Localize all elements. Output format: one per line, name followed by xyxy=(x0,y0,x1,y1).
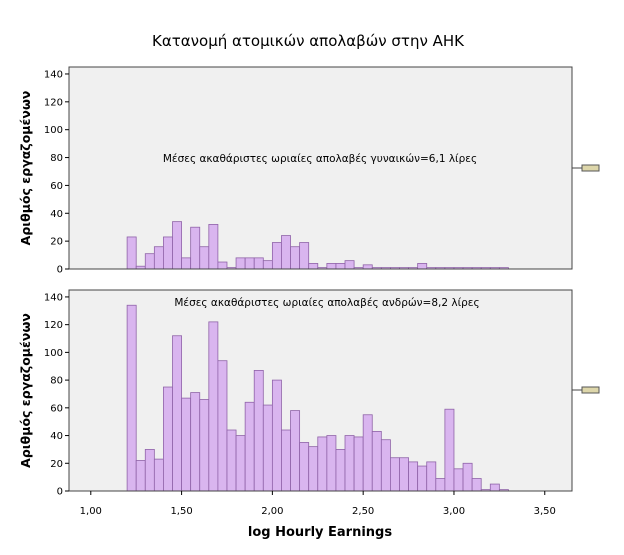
histogram-bar xyxy=(308,446,319,492)
panel-background xyxy=(69,67,572,269)
histogram-bar xyxy=(244,401,255,492)
y-tick-label: 120 xyxy=(44,97,63,108)
histogram-bar xyxy=(362,414,373,492)
histogram-bar xyxy=(135,460,146,492)
histogram-bar xyxy=(181,257,192,270)
y-tick-label: 80 xyxy=(50,376,63,387)
histogram-bar xyxy=(344,260,355,270)
mean-earnings-annotation: Μέσες ακαθάριστες ωριαίες απολαβές ανδρώ… xyxy=(174,297,479,309)
x-tick-label: 3,00 xyxy=(443,506,465,517)
histogram-bar xyxy=(226,429,237,492)
y-tick-label: 140 xyxy=(44,69,63,80)
histogram-bar xyxy=(335,263,346,270)
histogram-bar xyxy=(426,461,437,492)
panel-marker-tab xyxy=(581,386,600,394)
histogram-bar xyxy=(435,478,446,492)
histogram-bar xyxy=(271,379,282,492)
histogram-bar xyxy=(408,461,419,492)
histogram-bar xyxy=(217,261,228,270)
histogram-bar xyxy=(153,458,164,492)
histogram-bar xyxy=(399,457,409,492)
x-tick-label: 1,50 xyxy=(170,506,192,517)
histogram-bar xyxy=(253,369,264,492)
histogram-bar xyxy=(281,235,291,270)
histogram-bar xyxy=(471,478,482,492)
histogram-bar xyxy=(453,468,464,492)
histogram-bar xyxy=(380,439,391,492)
histogram-bar xyxy=(290,410,301,492)
y-tick-label: 100 xyxy=(44,348,63,359)
y-tick-label: 20 xyxy=(50,237,63,248)
histogram-bar xyxy=(299,242,310,270)
histogram-bar xyxy=(199,246,210,270)
histogram-bar xyxy=(417,465,428,492)
chart-title: Κατανομή ατομικών απολαβών στην ΑΗΚ xyxy=(152,32,465,50)
histogram-bar xyxy=(362,264,373,270)
y-tick-label: 60 xyxy=(50,181,63,192)
histogram-bar xyxy=(281,429,291,492)
y-tick-label: 100 xyxy=(44,125,63,136)
histogram-bar xyxy=(253,257,264,270)
histogram-bar xyxy=(235,435,246,492)
histogram-bar xyxy=(390,457,400,492)
histogram-bar xyxy=(444,408,455,492)
histogram-bar xyxy=(144,253,155,270)
y-axis-label: Αριθμός εργαζομένων xyxy=(18,91,33,246)
histogram-bar xyxy=(271,242,282,270)
histogram-bar xyxy=(126,236,137,270)
histogram-bar xyxy=(163,386,173,492)
y-tick-label: 60 xyxy=(50,403,63,414)
y-tick-label: 20 xyxy=(50,459,63,470)
histogram-bar xyxy=(344,435,355,492)
histogram-bar xyxy=(335,449,346,492)
histogram-bar xyxy=(190,392,201,492)
histogram-bar xyxy=(181,397,192,492)
histogram-bar xyxy=(308,263,319,270)
histogram-bar xyxy=(172,335,182,492)
histogram-bar xyxy=(326,263,337,270)
histogram-bar xyxy=(235,257,246,270)
histogram-bar xyxy=(172,221,182,270)
histogram-bar xyxy=(126,304,137,492)
y-tick-label: 0 xyxy=(57,265,63,276)
histogram-bar xyxy=(208,321,219,492)
histogram-bar xyxy=(199,399,210,492)
histogram-bar xyxy=(290,246,301,270)
histogram-bar xyxy=(262,404,273,492)
histogram-bar xyxy=(163,236,173,270)
histogram-bar xyxy=(417,263,428,270)
histogram-bar xyxy=(217,360,228,492)
x-tick-label: 2,50 xyxy=(352,506,374,517)
histogram-bar xyxy=(489,483,500,492)
x-axis-label: log Hourly Earnings xyxy=(248,525,392,540)
histogram-bar xyxy=(462,462,473,492)
histogram-bar xyxy=(326,435,337,492)
panel-marker-tab xyxy=(581,164,600,172)
histogram-bar xyxy=(353,436,364,492)
histogram-bar xyxy=(371,430,382,492)
panel-bottom: 0 20 40 60 80 100 120 140 Αριθμός εργαζομένων Μέσ… xyxy=(18,289,600,517)
x-tick-label: 1,00 xyxy=(80,506,102,517)
y-axis-label: Αριθμός εργαζομένων xyxy=(18,313,33,468)
y-tick-label: 120 xyxy=(44,320,63,331)
histogram-bar xyxy=(153,246,164,270)
histogram-bar xyxy=(208,224,219,270)
x-tick-label: 2,00 xyxy=(261,506,283,517)
y-tick-label: 40 xyxy=(50,431,63,442)
y-tick-label: 80 xyxy=(50,153,63,164)
histogram-bar xyxy=(262,260,273,270)
x-tick-label: 3,50 xyxy=(534,506,556,517)
histogram-bar xyxy=(190,226,201,270)
y-tick-label: 0 xyxy=(57,487,63,498)
histogram-bar xyxy=(144,449,155,492)
panel-top: 0 20 40 60 80 100 120 140 Αριθμός εργαζομένων Μέσ… xyxy=(18,66,600,276)
y-tick-label: 40 xyxy=(50,209,63,220)
histogram-bar xyxy=(317,436,328,492)
y-tick-label: 140 xyxy=(44,292,63,303)
histogram-bar xyxy=(244,257,255,270)
histogram-bar xyxy=(299,442,310,492)
mean-earnings-annotation: Μέσες ακαθάριστες ωριαίες απολαβές γυναι… xyxy=(163,153,477,165)
